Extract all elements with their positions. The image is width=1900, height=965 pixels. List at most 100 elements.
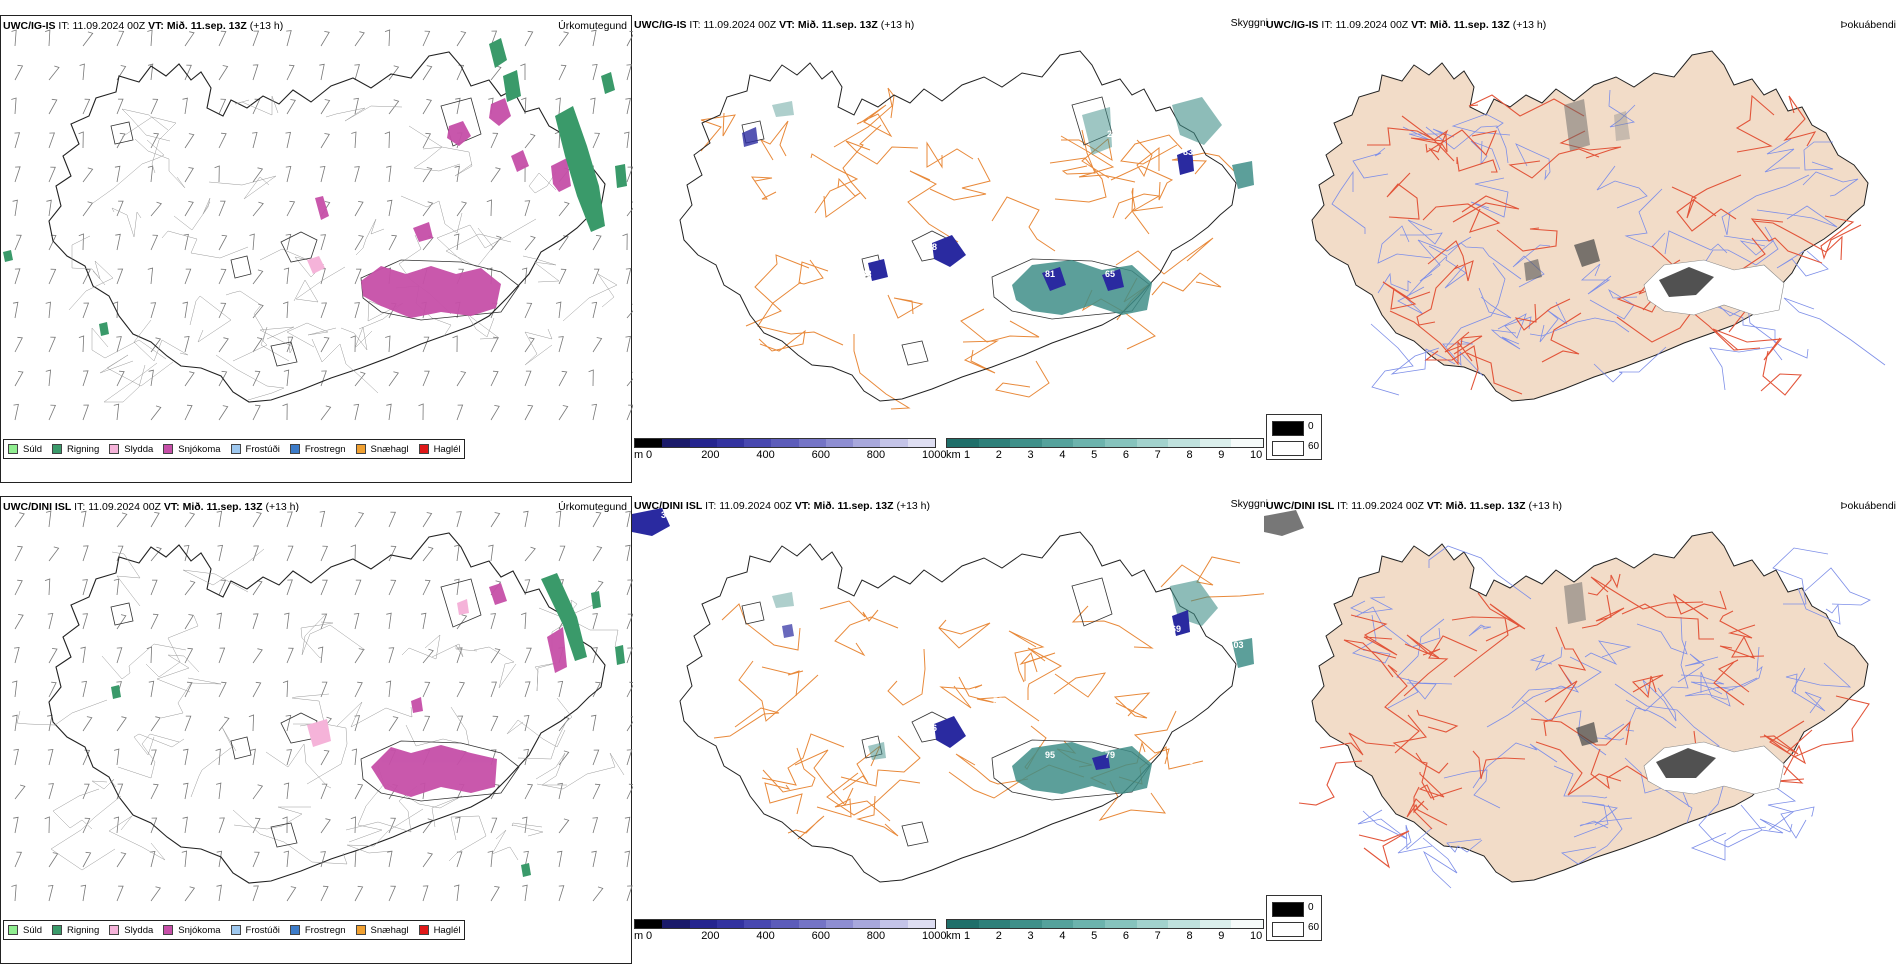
colorbar-cell (1073, 439, 1105, 447)
network-line (1764, 138, 1800, 173)
rain-areas (3, 38, 627, 336)
visibility-panel-row1: UWC/IG-IS IT: 11.09.2024 00Z VT: Mið. 11… (632, 15, 1268, 483)
wind-barb (456, 715, 464, 732)
wind-barb (184, 512, 196, 528)
network-line (1740, 804, 1793, 834)
network-line (1820, 215, 1862, 260)
wind-barb (48, 648, 58, 664)
legend-item: Slydda (109, 444, 153, 455)
colorbar-tick: 3 (1027, 449, 1034, 461)
wind-barb (554, 131, 561, 149)
wind-barb (490, 370, 499, 387)
wind-barb (452, 335, 458, 353)
colorbar-tick: 1 (964, 930, 971, 942)
wind-barb (558, 336, 564, 353)
wind-barb (82, 851, 92, 868)
legend-item: Rigning (52, 444, 99, 455)
wind-barb (182, 748, 189, 766)
red-road-network (1298, 573, 1870, 869)
wind-barb (149, 851, 156, 868)
glacier-outline (1071, 577, 1113, 627)
legend-item: Snjókoma (163, 925, 221, 936)
wind-barb (456, 851, 463, 868)
network-line (413, 146, 461, 172)
height-colorbar: m 0 200 400 600 800 1000 (634, 438, 946, 470)
cbar-unit: m (634, 449, 644, 461)
wind-barb (116, 614, 127, 630)
glacier-outline (901, 821, 929, 847)
wind-barb (252, 370, 261, 387)
wind-barb (420, 612, 427, 630)
network-line (1444, 331, 1483, 355)
network-line (1401, 115, 1449, 161)
network-line (534, 662, 557, 692)
network-line (99, 354, 174, 387)
wind-barb (625, 544, 631, 562)
panel-header: UWC/IG-IS IT: 11.09.2024 00Z VT: Mið. 11… (3, 20, 284, 32)
network-line (856, 104, 893, 138)
colorbar-cell (771, 920, 799, 928)
legend-swatch (163, 444, 174, 454)
colorbar-cell (689, 920, 717, 928)
network-line (1671, 186, 1737, 232)
wind-barb (592, 749, 600, 766)
wind-barb (320, 579, 328, 596)
wind-barb (588, 369, 594, 387)
wind-barb (14, 132, 21, 149)
wind-barb (490, 886, 500, 902)
legend-item: Snæhagl (355, 444, 409, 455)
wind-barb (48, 65, 60, 81)
network-line (535, 752, 567, 786)
wind-barb (184, 647, 194, 664)
wind-barb (48, 98, 58, 115)
network-line (1358, 830, 1410, 869)
wind-barb (592, 132, 600, 149)
network-line (436, 218, 537, 264)
network-line (1785, 662, 1852, 695)
network-line (1752, 220, 1843, 261)
network-line (1486, 669, 1580, 728)
wind-barb (320, 133, 330, 149)
wind-barb (523, 510, 529, 528)
network-line (160, 677, 222, 719)
network-line (1529, 317, 1630, 337)
wind-barb (320, 337, 330, 353)
wind-barb (351, 748, 358, 766)
wind-barb (422, 132, 432, 149)
wind-barb (14, 268, 21, 285)
network-line (286, 322, 337, 348)
wind-barb (45, 510, 52, 528)
wind-barb (524, 30, 534, 47)
colorbar-cell (689, 439, 717, 447)
visibility-map: 58 81 65 125 101 83 186 27 138 (679, 50, 1254, 410)
network-line (50, 795, 122, 871)
network-line (1636, 616, 1688, 655)
wind-barb (11, 29, 17, 47)
wind-barb (116, 647, 123, 664)
network-line (121, 108, 171, 142)
wind-barb (184, 404, 193, 421)
network-line (757, 281, 844, 346)
network-line (960, 308, 1040, 343)
wind-barb (624, 850, 630, 868)
colorbar-cell (825, 920, 854, 928)
wind-barb (183, 545, 190, 562)
precip-map (3, 29, 633, 421)
snow-areas (315, 98, 571, 318)
network-line (259, 248, 325, 278)
wind-barb (14, 851, 23, 868)
wind-barb (422, 715, 431, 732)
wind-barb (80, 646, 86, 664)
network-line (762, 747, 816, 793)
colorbar-cell (1073, 920, 1105, 928)
snow-areas (371, 583, 567, 797)
network-line (1713, 659, 1750, 706)
wind-barb (114, 165, 121, 183)
wind-barb (252, 681, 262, 698)
network-line (1115, 237, 1214, 275)
visibility-value-label: 103 (1228, 640, 1243, 650)
colorbar-tick: 400 (756, 449, 775, 461)
wind-barb (624, 816, 631, 834)
fog-swatch-white (1272, 922, 1304, 937)
network-line (1413, 786, 1433, 830)
